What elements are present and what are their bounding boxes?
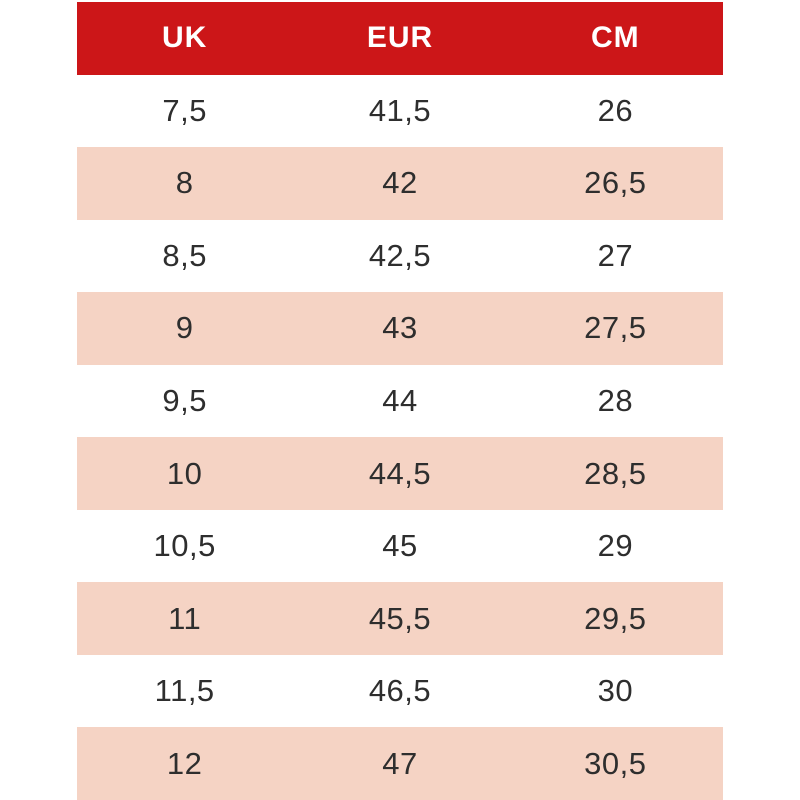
cell-uk: 9 — [175, 310, 194, 346]
table-header-row: UK EUR CM — [77, 2, 723, 75]
cell-eur: 47 — [382, 745, 418, 781]
cell-uk: 12 — [166, 745, 203, 781]
cell-eur: 44 — [382, 383, 418, 418]
cell-cm: 29 — [597, 528, 634, 564]
cell-eur: 41,5 — [368, 92, 432, 128]
cell-eur: 45 — [382, 528, 418, 564]
cell-eur: 45,5 — [368, 600, 432, 636]
cell-cm: 28,5 — [584, 455, 647, 491]
cell-uk: 11,5 — [154, 673, 215, 709]
cell-uk: 9,5 — [162, 383, 207, 418]
cell-uk: 11 — [168, 600, 202, 636]
cell-cm: 30,5 — [584, 745, 647, 781]
cell-eur: 44,5 — [368, 455, 432, 491]
column-header-uk: UK — [161, 21, 208, 55]
column-header-eur: EUR — [366, 21, 434, 55]
size-conversion-table: UK EUR CM 7,5 41,5 26 8 42 26,5 8,5 42,5… — [77, 2, 723, 800]
table-row: 10 44,5 28,5 — [77, 437, 723, 510]
cell-uk: 10 — [166, 455, 203, 491]
cell-uk: 10,5 — [153, 528, 216, 564]
cell-cm: 29,5 — [584, 600, 647, 636]
table-row: 9,5 44 28 — [77, 364, 723, 438]
cell-eur: 43 — [382, 310, 418, 346]
table-row: 9 43 27,5 — [77, 292, 723, 365]
cell-uk: 8 — [175, 165, 194, 201]
column-header-cm: CM — [590, 21, 640, 55]
cell-uk: 7,5 — [162, 92, 207, 128]
cell-cm: 30 — [597, 673, 634, 709]
table-row: 8 42 26,5 — [77, 147, 723, 220]
table-row: 11,5 46,5 30 — [77, 654, 723, 728]
cell-eur: 42 — [382, 165, 418, 201]
cell-uk: 8,5 — [162, 237, 207, 273]
table-row: 10,5 45 29 — [77, 509, 723, 583]
cell-cm: 27,5 — [584, 310, 647, 346]
table-row: 7,5 41,5 26 — [77, 74, 723, 148]
cell-eur: 46,5 — [368, 673, 432, 709]
table-row: 8,5 42,5 27 — [77, 219, 723, 293]
cell-eur: 42,5 — [368, 237, 432, 273]
cell-cm: 26 — [597, 92, 634, 128]
cell-cm: 26,5 — [584, 165, 647, 201]
table-row: 12 47 30,5 — [77, 727, 723, 800]
cell-cm: 27 — [597, 237, 634, 273]
table-row: 11 45,5 29,5 — [77, 582, 723, 655]
cell-cm: 28 — [597, 383, 634, 418]
